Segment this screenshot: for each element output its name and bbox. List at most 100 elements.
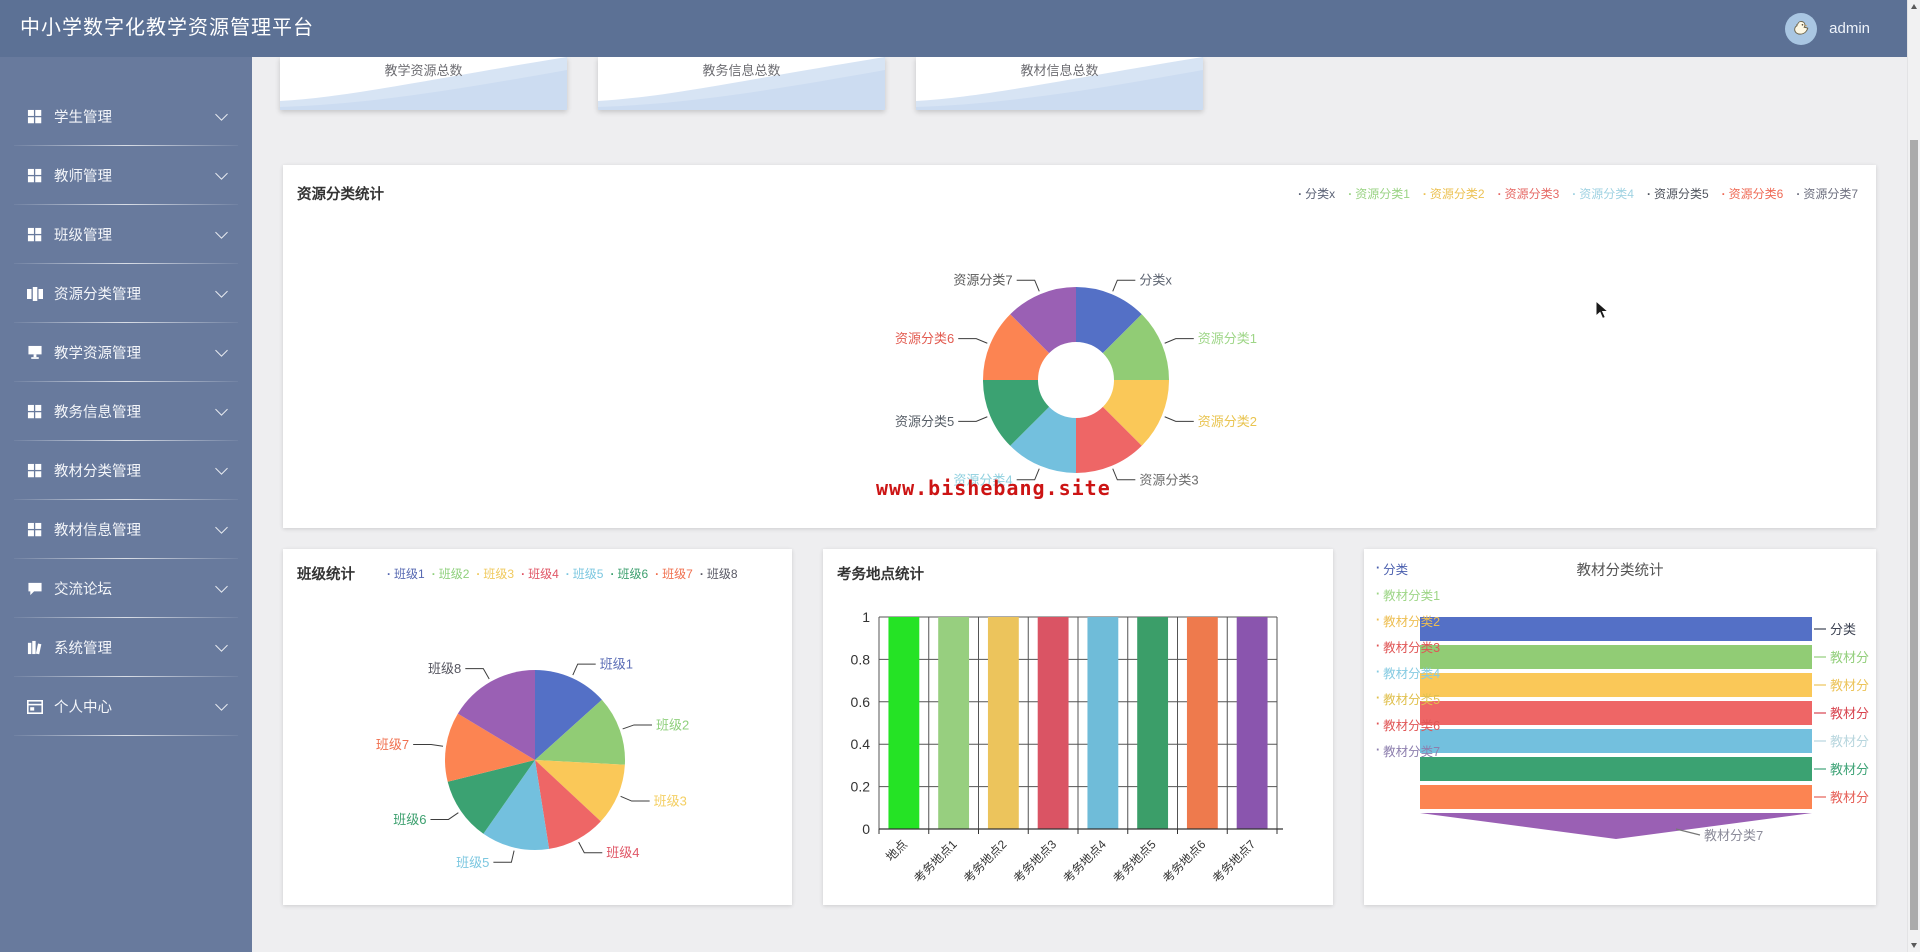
user-menu[interactable]: admin [1785, 0, 1870, 57]
legend-marker: · [655, 566, 660, 581]
legend-item[interactable]: · 资源分类4 [1572, 185, 1634, 202]
avatar[interactable] [1785, 12, 1818, 45]
legend-item[interactable]: · 班级3 [476, 565, 514, 582]
x-axis-category-label: 考务地点4 [1060, 836, 1109, 885]
resource-donut-slice-8[interactable] [1010, 287, 1076, 354]
textbook-funnel-band-1[interactable] [1420, 617, 1812, 641]
textbook-funnel-band-4[interactable] [1420, 701, 1812, 725]
legend-item[interactable]: · 分类x [1298, 185, 1335, 202]
exam-bar-bar-2[interactable] [938, 617, 970, 829]
sidebar-item-textbook-category-management[interactable]: 教材分类管理 [0, 447, 252, 494]
sidebar-item-student-management[interactable]: 学生管理 [0, 93, 252, 140]
legend-item[interactable]: · 资源分类2 [1423, 185, 1485, 202]
exam-bar-bar-5[interactable] [1087, 617, 1119, 829]
class-pie-slice-4[interactable] [535, 760, 601, 849]
sidebar-item-textbook-info-management[interactable]: 教材信息管理 [0, 506, 252, 553]
legend-item[interactable]: · 教材分类7 [1376, 737, 1440, 763]
resource-donut-slice-7[interactable] [982, 314, 1050, 380]
scrollbar[interactable] [1907, 0, 1920, 952]
legend-label: 班级7 [662, 567, 693, 581]
legend-item[interactable]: · 教材分类2 [1376, 607, 1440, 633]
legend-item[interactable]: · 资源分类6 [1722, 185, 1784, 202]
app-title: 中小学数字化教学资源管理平台 [20, 17, 314, 39]
sidebar-item-teaching-resource-management[interactable]: 教学资源管理 [0, 329, 252, 376]
legend-item[interactable]: · 班级8 [700, 565, 738, 582]
sidebar-item-teacher-management[interactable]: 教师管理 [0, 152, 252, 199]
resource-donut-slice-2[interactable] [1102, 314, 1169, 380]
legend-item[interactable]: · 资源分类7 [1796, 185, 1858, 202]
resource-donut-slice-6[interactable] [983, 380, 1050, 446]
textbook-funnel-band-6[interactable] [1420, 757, 1812, 781]
legend-item[interactable]: · 班级4 [521, 565, 559, 582]
legend-label: 班级8 [706, 567, 738, 581]
exam-bar-bar-7[interactable] [1186, 617, 1218, 829]
sidebar-item-personal-center[interactable]: 个人中心 [0, 683, 252, 730]
resource-donut-slice-3[interactable] [1102, 380, 1169, 446]
legend-label: 教材分类4 [1383, 666, 1441, 681]
legend-label: 教材分类1 [1383, 588, 1441, 603]
legend-item[interactable]: · 教材分类1 [1376, 581, 1440, 607]
sidebar-item-edu-info-management[interactable]: 教务信息管理 [0, 388, 252, 435]
legend-item[interactable]: · 资源分类1 [1348, 185, 1410, 202]
user-name[interactable]: admin [1829, 20, 1870, 37]
textbook-category-title: 教材分类统计 [1576, 563, 1664, 579]
class-pie-slice-7[interactable] [445, 713, 535, 782]
exam-bar-bar-6[interactable] [1137, 617, 1169, 829]
class-pie-slice-5[interactable] [483, 760, 550, 850]
textbook-funnel-band-8[interactable] [1420, 813, 1812, 839]
legend-item[interactable]: · 分类 [1376, 555, 1440, 581]
scrollbar-down-arrow-icon[interactable] [1911, 943, 1917, 948]
sidebar-item-system-management[interactable]: 系统管理 [0, 624, 252, 671]
class-pie-slice-6[interactable] [447, 760, 535, 834]
legend-item[interactable]: · 班级6 [610, 565, 648, 582]
pie-label: 资源分类6 [895, 331, 954, 346]
exam-bar-bar-1[interactable] [888, 617, 920, 829]
sidebar-item-forum[interactable]: 交流论坛 [0, 565, 252, 612]
legend-item[interactable]: · 资源分类3 [1498, 185, 1560, 202]
sidebar-divider [14, 204, 238, 205]
screen-icon [26, 344, 43, 361]
resource-donut-slice-5[interactable] [1010, 406, 1076, 473]
watermark: www.bishebang.site [876, 476, 1111, 500]
class-stats-title: 班级统计 [297, 567, 355, 583]
class-pie-slice-8[interactable] [457, 670, 535, 760]
resource-category-title: 资源分类统计 [297, 187, 384, 203]
legend-item[interactable]: · 资源分类5 [1647, 185, 1709, 202]
chevron-down-icon [215, 343, 228, 357]
legend-item[interactable]: · 班级1 [387, 565, 425, 582]
textbook-funnel-band-3[interactable] [1420, 673, 1812, 697]
exam-bar-bar-8[interactable] [1236, 617, 1268, 829]
label-leader-line [413, 743, 444, 747]
exam-bar-bar-4[interactable] [1037, 617, 1069, 829]
legend-label: 分类 [1383, 562, 1409, 577]
resource-donut-slice-1[interactable] [1076, 287, 1142, 354]
class-pie-slice-3[interactable] [535, 760, 625, 822]
legend-item[interactable]: · 教材分类4 [1376, 659, 1440, 685]
class-pie-slice-1[interactable] [535, 670, 602, 760]
stat-card-label: 教务信息总数 [702, 63, 781, 78]
sidebar-item-resource-category-management[interactable]: 资源分类管理 [0, 270, 252, 317]
sidebar-item-class-management[interactable]: 班级管理 [0, 211, 252, 258]
legend-item[interactable]: · 班级5 [566, 565, 604, 582]
legend-item[interactable]: · 班级2 [432, 565, 470, 582]
resource-category-legend: · 分类x · 资源分类1 · 资源分类2 · 资源分类3 · 资源分类4 · 资源分类5 · 资源分类6… [1298, 185, 1858, 202]
sidebar-divider [14, 617, 238, 618]
exam-bar-bar-3[interactable] [987, 617, 1019, 829]
exam-location-title: 考务地点统计 [837, 567, 924, 583]
funnel-label: 教材分 [1830, 734, 1869, 749]
scrollbar-up-arrow-icon[interactable] [1911, 4, 1917, 9]
textbook-funnel-band-7[interactable] [1420, 785, 1812, 809]
legend-item[interactable]: · 班级7 [655, 565, 693, 582]
legend-item[interactable]: · 教材分类6 [1376, 711, 1440, 737]
textbook-funnel-band-5[interactable] [1420, 729, 1812, 753]
class-pie-slice-2[interactable] [535, 699, 625, 765]
textbook-funnel-band-2[interactable] [1420, 645, 1812, 669]
sidebar-item-label: 教师管理 [54, 169, 112, 185]
legend-item[interactable]: · 教材分类5 [1376, 685, 1440, 711]
sidebar-divider [14, 440, 238, 441]
legend-label: 班级5 [572, 567, 604, 581]
resource-donut-slice-4[interactable] [1076, 406, 1142, 473]
legend-item[interactable]: · 教材分类3 [1376, 633, 1440, 659]
sidebar-divider [14, 263, 238, 264]
scrollbar-thumb[interactable] [1910, 140, 1918, 930]
